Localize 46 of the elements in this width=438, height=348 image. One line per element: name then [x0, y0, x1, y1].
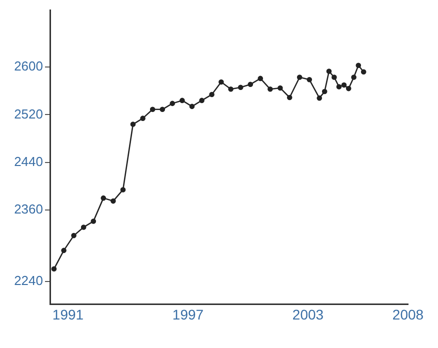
point [189, 104, 195, 110]
point [332, 74, 337, 80]
point [258, 76, 264, 82]
point [61, 248, 66, 254]
point [228, 86, 234, 92]
point [238, 84, 244, 90]
y-tick-label: 2360 [14, 202, 43, 217]
point [51, 266, 57, 272]
point [209, 92, 214, 98]
point [248, 82, 254, 88]
point [346, 86, 352, 92]
x-tick-label: 2003 [292, 306, 324, 322]
point [170, 100, 176, 106]
point [322, 88, 328, 94]
point [341, 82, 347, 88]
point [326, 68, 332, 74]
point [160, 106, 166, 112]
x-tick-label: 1991 [52, 306, 84, 322]
point [130, 122, 136, 127]
point [351, 74, 356, 80]
point [180, 98, 185, 104]
point [316, 95, 322, 101]
point [90, 218, 96, 224]
point [100, 195, 106, 201]
x-tick-label: 1997 [172, 306, 204, 322]
point [140, 116, 146, 121]
y-tick-label: 2600 [14, 58, 43, 74]
y-tick-label: 2440 [14, 154, 43, 169]
point [199, 98, 204, 104]
point [120, 187, 126, 192]
point [286, 94, 292, 100]
point [296, 74, 302, 80]
point [150, 106, 156, 112]
point [71, 232, 76, 238]
y-tick-label: 2240 [14, 272, 43, 288]
point [80, 224, 86, 230]
point [336, 84, 342, 90]
point [278, 85, 283, 91]
y-tick-label: 2520 [14, 106, 43, 122]
point [218, 79, 224, 85]
point [306, 76, 312, 82]
x-tick-label: 2008 [392, 306, 424, 322]
point [110, 198, 116, 204]
point [356, 62, 362, 68]
point [360, 69, 366, 75]
point [268, 86, 273, 92]
